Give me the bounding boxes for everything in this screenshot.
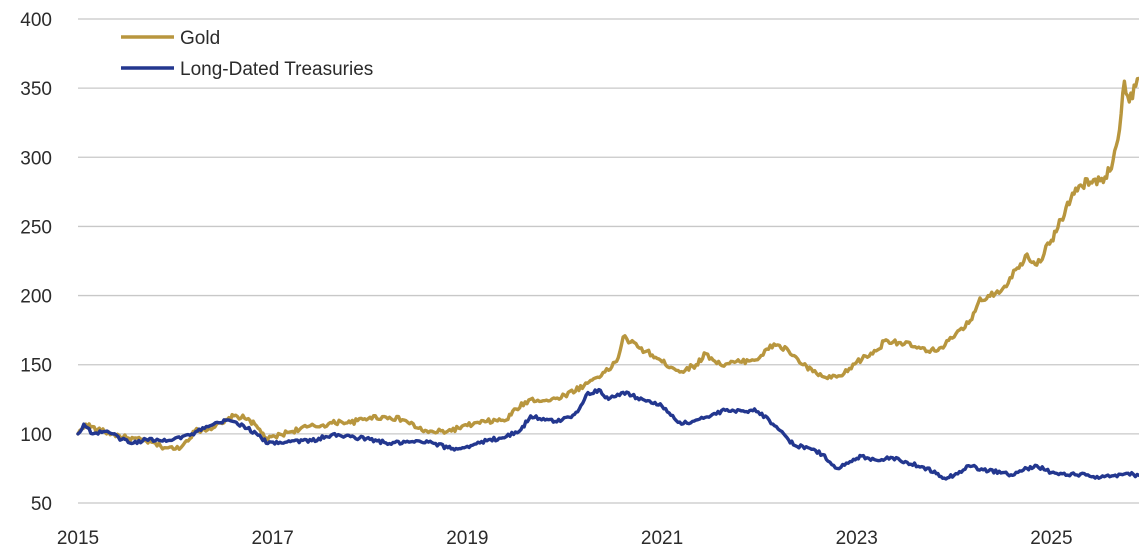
series-line-long-dated-treasuries bbox=[76, 387, 1139, 481]
y-tick-label: 200 bbox=[20, 287, 52, 308]
legend-label: Gold bbox=[180, 28, 220, 49]
y-axis: 50 100 150 200 250 300 350 400 bbox=[20, 10, 52, 515]
x-tick-label: 2021 bbox=[641, 528, 683, 549]
x-tick-label: 2025 bbox=[1030, 528, 1072, 549]
legend: Gold Long-Dated Treasuries bbox=[121, 28, 373, 80]
y-tick-label: 400 bbox=[20, 10, 52, 31]
y-tick-label: 300 bbox=[20, 148, 52, 169]
x-tick-label: 2023 bbox=[836, 528, 878, 549]
x-tick-label: 2019 bbox=[446, 528, 488, 549]
series-lines bbox=[76, 76, 1139, 481]
y-tick-label: 350 bbox=[20, 79, 52, 100]
grid bbox=[78, 18, 1139, 504]
y-tick-label: 50 bbox=[31, 494, 52, 515]
series-line-gold bbox=[76, 76, 1139, 451]
legend-label: Long-Dated Treasuries bbox=[180, 59, 373, 80]
x-axis: 2015 2017 2019 2021 2023 2025 bbox=[57, 528, 1073, 549]
x-tick-label: 2015 bbox=[57, 528, 99, 549]
y-tick-label: 250 bbox=[20, 217, 52, 238]
y-tick-label: 100 bbox=[20, 425, 52, 446]
x-tick-label: 2017 bbox=[252, 528, 294, 549]
y-tick-label: 150 bbox=[20, 356, 52, 377]
